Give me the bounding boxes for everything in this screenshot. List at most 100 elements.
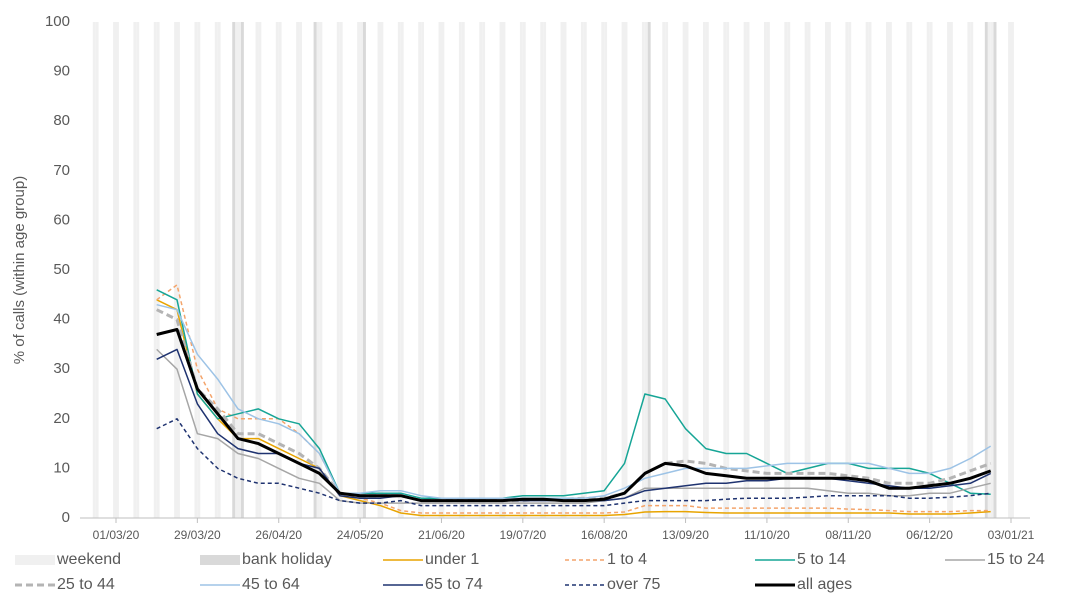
- weekend-band: [766, 22, 770, 518]
- weekend-band: [723, 22, 727, 518]
- y-axis-title: % of calls (within age group): [11, 176, 28, 364]
- weekend-band: [949, 22, 953, 518]
- weekend-band: [502, 22, 506, 518]
- legend-label: 65 to 74: [425, 576, 483, 593]
- weekend-band: [624, 22, 628, 518]
- grid-layer: [80, 517, 1030, 523]
- weekend-band: [825, 22, 828, 518]
- x-tick-label: 19/07/20: [499, 528, 546, 542]
- series-line: [156, 328, 992, 503]
- weekend-band: [380, 22, 384, 518]
- y-tick-label: 50: [53, 261, 70, 278]
- weekend-band: [116, 22, 119, 518]
- x-tick-label: 24/05/20: [337, 528, 384, 542]
- bank-holiday-band: [313, 22, 317, 518]
- weekend-band: [702, 22, 706, 518]
- x-tick-label: 26/04/20: [255, 528, 302, 542]
- weekend-band: [662, 22, 666, 518]
- weekend-band: [685, 22, 689, 518]
- y-tick-label: 20: [53, 410, 70, 427]
- legend-label: weekend: [56, 551, 121, 568]
- weekend-band: [174, 22, 178, 518]
- weekend-band: [644, 22, 648, 518]
- weekend-band: [865, 22, 869, 518]
- lines-layer: [156, 284, 992, 517]
- weekend-band: [580, 22, 584, 518]
- weekend-band: [540, 22, 544, 518]
- weekend-band: [787, 22, 791, 518]
- series-line: [156, 299, 991, 517]
- bank-holiday-band: [984, 22, 988, 518]
- weekend-band: [278, 22, 282, 518]
- weekend-band: [177, 22, 180, 518]
- weekend-band: [848, 22, 852, 518]
- weekend-band: [583, 22, 587, 518]
- weekend-band: [1008, 22, 1011, 518]
- x-tick-label: 21/06/20: [418, 528, 465, 542]
- weekend-band: [113, 22, 116, 518]
- x-tick-label: 13/09/20: [662, 528, 709, 542]
- weekend-band: [238, 22, 241, 518]
- weekend-band: [929, 22, 933, 518]
- weekend-band: [807, 22, 811, 518]
- weekend-band: [990, 22, 994, 518]
- weekend-band: [197, 22, 201, 518]
- weekend-band: [360, 22, 363, 518]
- series-line: [156, 348, 991, 504]
- weekend-band: [319, 22, 323, 518]
- legend-label: under 1: [425, 551, 479, 568]
- series-line: [156, 289, 991, 499]
- weekend-band: [827, 22, 831, 518]
- bank-holiday-band: [232, 22, 236, 518]
- weekend-band: [235, 22, 239, 518]
- x-tick-label: 11/10/20: [744, 528, 790, 542]
- legend-label: over 75: [607, 576, 660, 593]
- weekend-band: [258, 22, 262, 518]
- labels-layer: 0 10 20 30 40 50 60 70 80 90 100 01/03/20 29/03/20 26…: [45, 13, 1035, 542]
- x-tick-label: 03/01/21: [988, 528, 1035, 542]
- weekend-band: [909, 22, 913, 518]
- weekend-band: [967, 22, 971, 518]
- weekend-band: [764, 22, 767, 518]
- legend-swatch: [200, 555, 240, 565]
- weekend-band: [316, 22, 320, 518]
- weekend-band: [214, 22, 218, 518]
- legend: weekend bank holiday under 1 1 to 4 5 to 14 1…: [15, 551, 1045, 593]
- y-tick-label: 30: [53, 360, 70, 377]
- weekend-band: [397, 22, 401, 518]
- weekend-band: [784, 22, 788, 518]
- y-tick-label: 10: [53, 459, 70, 476]
- weekend-band: [92, 22, 96, 518]
- weekend-band: [705, 22, 709, 518]
- weekend-band: [299, 22, 302, 518]
- weekend-band: [621, 22, 625, 518]
- y-tick-label: 40: [53, 311, 70, 328]
- weekend-band: [339, 22, 343, 518]
- weekend-band: [906, 22, 910, 518]
- legend-label: 15 to 24: [987, 551, 1045, 568]
- bank-holiday-band: [362, 22, 366, 518]
- weekend-band: [418, 22, 422, 518]
- weekend-band: [482, 22, 486, 518]
- series-line: [156, 303, 992, 499]
- weekend-band: [479, 22, 483, 518]
- weekend-band: [377, 22, 381, 518]
- weekend-band: [845, 22, 849, 518]
- weekend-band: [682, 22, 686, 518]
- weekend-band: [499, 22, 503, 518]
- weekend-band: [947, 22, 950, 518]
- legend-label: 1 to 4: [607, 551, 647, 568]
- weekend-band: [255, 22, 259, 518]
- weekend-band: [458, 22, 462, 518]
- x-tick-label: 01/03/20: [93, 528, 140, 542]
- legend-label: bank holiday: [242, 551, 332, 568]
- shading-layer: [92, 22, 1014, 518]
- weekend-band: [336, 22, 340, 518]
- bank-holiday-band: [647, 22, 651, 518]
- weekend-band: [563, 22, 567, 518]
- y-tick-label: 0: [62, 509, 70, 526]
- weekend-band: [156, 22, 160, 518]
- series-line: [156, 418, 991, 507]
- weekend-band: [604, 22, 608, 518]
- weekend-band: [519, 22, 523, 518]
